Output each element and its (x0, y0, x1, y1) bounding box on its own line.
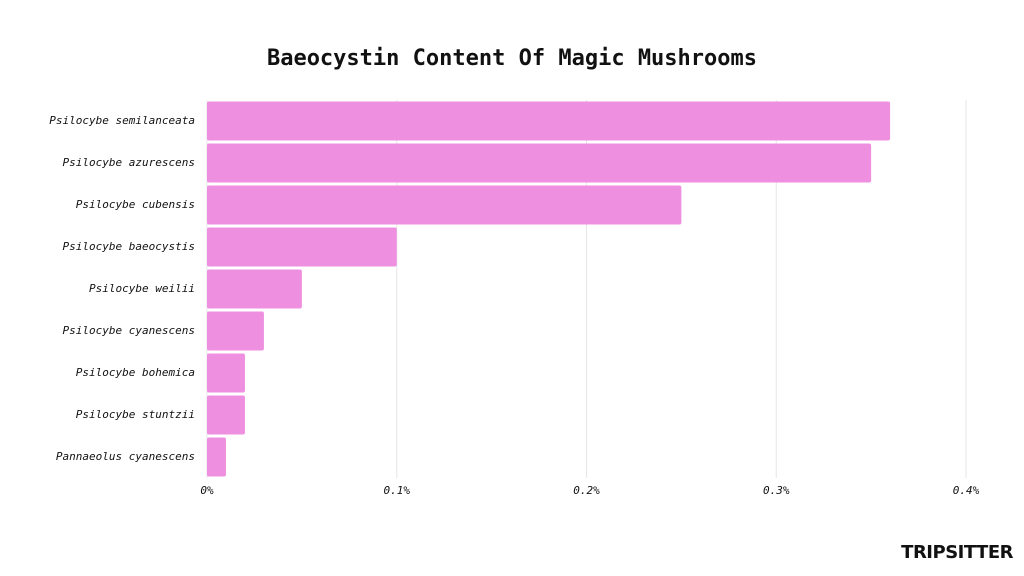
x-tick-label: 0.3% (763, 484, 790, 497)
bar (207, 395, 245, 435)
y-tick-label: Psilocybe cubensis (76, 198, 195, 211)
bar (207, 353, 245, 393)
bar (207, 311, 264, 351)
y-tick-label: Psilocybe weilii (89, 282, 195, 295)
bar (207, 437, 226, 477)
y-tick-label: Psilocybe bohemica (76, 366, 195, 379)
y-tick-label: Pannaeolus cyanescens (56, 450, 195, 463)
x-tick-label: 0.4% (953, 484, 980, 497)
bar (207, 269, 302, 309)
y-tick-label: Psilocybe semilanceata (49, 114, 195, 127)
y-tick-label: Psilocybe baeocystis (63, 240, 195, 253)
x-tick-label: 0% (200, 484, 214, 497)
bar (207, 185, 682, 225)
y-tick-label: Psilocybe azurescens (63, 156, 195, 169)
y-tick-label: Psilocybe stuntzii (76, 408, 195, 421)
logo: TRIPSITTER (901, 542, 1013, 563)
x-tick-label: 0.1% (384, 484, 411, 497)
y-tick-label: Psilocybe cyanescens (63, 324, 195, 337)
bar (207, 101, 891, 141)
bar (207, 143, 872, 183)
chart-title: Baeocystin Content Of Magic Mushrooms (267, 46, 757, 71)
x-tick-label: 0.2% (573, 484, 600, 497)
bar (207, 227, 397, 267)
